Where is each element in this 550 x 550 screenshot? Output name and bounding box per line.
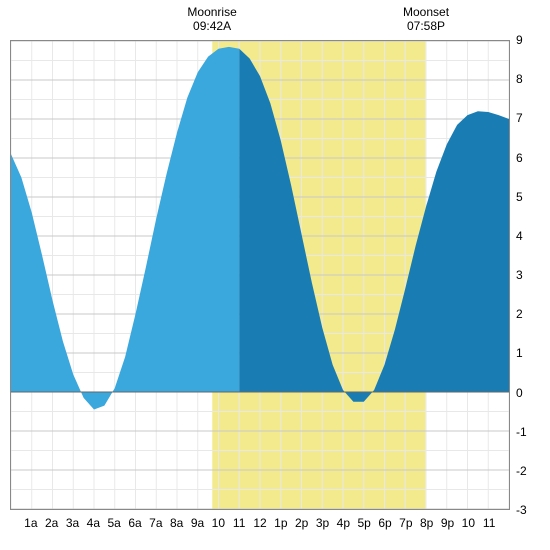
x-tick-label: 11 xyxy=(233,516,245,530)
moonrise-label: Moonrise xyxy=(187,5,236,19)
y-tick-label: 6 xyxy=(516,151,523,165)
x-tick-label: 5a xyxy=(107,516,120,530)
y-tick-label: 4 xyxy=(516,229,523,243)
x-tick-label: 7a xyxy=(149,516,162,530)
y-tick-label: 1 xyxy=(516,346,523,360)
y-tick-label: -1 xyxy=(516,425,527,439)
x-tick-label: 12 xyxy=(253,516,266,530)
x-tick-label: 4p xyxy=(337,516,350,530)
y-tick-label: 3 xyxy=(516,268,523,282)
x-tick-label: 7p xyxy=(399,516,412,530)
y-tick-label: 2 xyxy=(516,307,523,321)
x-tick-label: 9p xyxy=(441,516,454,530)
x-tick-label: 10 xyxy=(462,516,475,530)
y-tick-label: 8 xyxy=(516,72,523,86)
x-tick-label: 3a xyxy=(66,516,79,530)
x-tick-label: 11 xyxy=(483,516,495,530)
x-tick-label: 10 xyxy=(212,516,225,530)
y-tick-label: 9 xyxy=(516,33,523,47)
y-tick-label: 7 xyxy=(516,111,523,125)
y-tick-label: -3 xyxy=(516,503,527,517)
x-tick-label: 4a xyxy=(87,516,100,530)
x-tick-label: 6p xyxy=(378,516,391,530)
y-tick-label: 5 xyxy=(516,190,523,204)
moonset-label: Moonset xyxy=(403,5,449,19)
x-tick-label: 2p xyxy=(295,516,308,530)
moonrise-annotation: Moonrise 09:42A xyxy=(187,5,236,34)
x-tick-label: 2a xyxy=(45,516,58,530)
x-tick-label: 1a xyxy=(24,516,37,530)
x-tick-label: 3p xyxy=(316,516,329,530)
x-tick-label: 6a xyxy=(128,516,141,530)
moonset-time: 07:58P xyxy=(403,19,449,33)
y-tick-label: 0 xyxy=(516,386,523,400)
tide-moon-chart: Moonrise 09:42A Moonset 07:58P -3-2-1012… xyxy=(0,0,550,550)
x-tick-label: 8p xyxy=(420,516,433,530)
moonset-annotation: Moonset 07:58P xyxy=(403,5,449,34)
x-tick-label: 5p xyxy=(357,516,370,530)
plot-area xyxy=(10,40,510,510)
x-tick-label: 1p xyxy=(274,516,287,530)
plot-svg xyxy=(11,41,509,509)
moonrise-time: 09:42A xyxy=(187,19,236,33)
x-tick-label: 8a xyxy=(170,516,183,530)
y-tick-label: -2 xyxy=(516,464,527,478)
x-tick-label: 9a xyxy=(191,516,204,530)
